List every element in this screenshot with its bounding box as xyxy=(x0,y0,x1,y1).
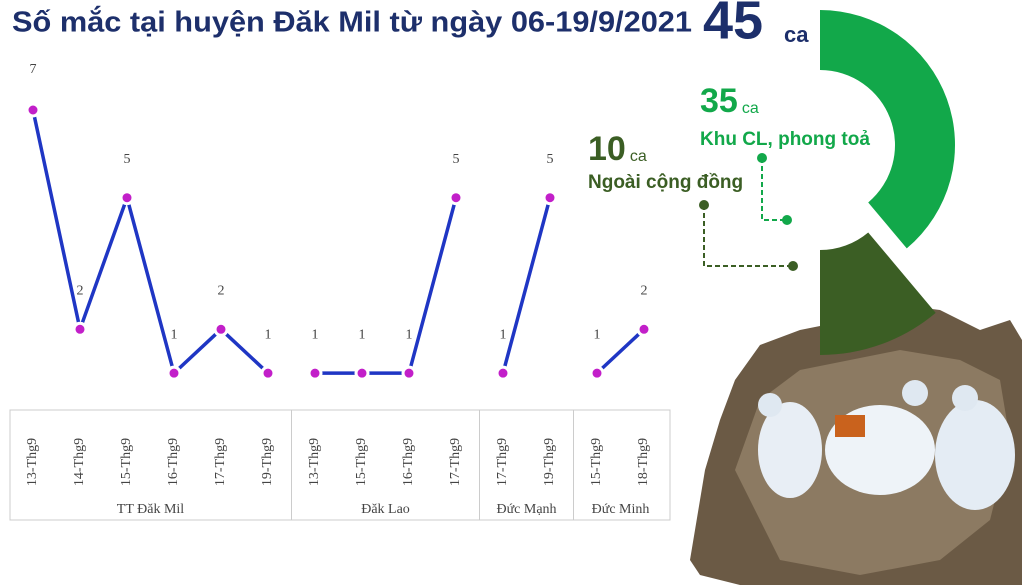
category-label: Ngoài cộng đồng xyxy=(588,172,743,193)
line xyxy=(595,328,646,375)
leader-dot xyxy=(788,261,798,271)
line xyxy=(315,197,458,375)
marker xyxy=(448,190,464,206)
marker xyxy=(72,321,88,337)
marker xyxy=(495,365,511,381)
value-label: 1 xyxy=(500,327,507,342)
marker xyxy=(354,365,370,381)
value-label: 5 xyxy=(453,152,460,167)
group-label: Đức Mạnh xyxy=(496,502,556,517)
marker xyxy=(307,365,323,381)
line xyxy=(31,109,270,377)
category-label: Khu CL, phong toả xyxy=(700,129,870,150)
marker xyxy=(213,321,229,337)
x-tick-label: 14-Thg9 xyxy=(72,438,87,486)
x-tick-label: 15-Thg9 xyxy=(589,438,604,486)
x-tick-label: 17-Thg9 xyxy=(448,438,463,486)
marker xyxy=(166,365,182,381)
x-tick-label: 13-Thg9 xyxy=(25,438,40,486)
value-label: 35 xyxy=(700,82,738,120)
x-tick-label: 16-Thg9 xyxy=(401,438,416,486)
title: Số mắc tại huyện Đăk Mil từ ngày 06-19/9… xyxy=(12,5,692,39)
value-label: 7 xyxy=(30,62,37,77)
leader-dot xyxy=(699,200,709,210)
x-tick-label: 19-Thg9 xyxy=(260,438,275,486)
value-label: 1 xyxy=(171,327,178,342)
marker xyxy=(260,365,276,381)
photo xyxy=(690,305,1022,585)
leader-line xyxy=(761,158,787,221)
donut-segment xyxy=(820,10,955,249)
x-tick-label: 18-Thg9 xyxy=(636,438,651,486)
x-tick-label: 15-Thg9 xyxy=(354,438,369,486)
value-label: 5 xyxy=(124,152,131,167)
value-label: 1 xyxy=(312,327,319,342)
total-unit: ca xyxy=(784,22,809,47)
marker xyxy=(25,102,41,118)
leader-line xyxy=(703,205,793,267)
x-tick-label: 17-Thg9 xyxy=(213,438,228,486)
x-tick-label: 17-Thg9 xyxy=(495,438,510,486)
value-label: 1 xyxy=(265,327,272,342)
x-tick-label: 13-Thg9 xyxy=(307,438,322,486)
value-label: 1 xyxy=(359,327,366,342)
marker xyxy=(589,365,605,381)
total: 45 xyxy=(703,0,763,50)
marker xyxy=(636,321,652,337)
leader-dot xyxy=(757,153,767,163)
value-label: 2 xyxy=(218,284,225,299)
marker xyxy=(119,190,135,206)
value-label: 5 xyxy=(547,152,554,167)
line xyxy=(501,197,552,374)
unit-label: ca xyxy=(742,100,759,117)
group-label: Đăk Lao xyxy=(361,502,410,517)
marker xyxy=(542,190,558,206)
group-label: Đức Minh xyxy=(592,502,650,517)
value-label: 1 xyxy=(406,327,413,342)
x-tick-label: 16-Thg9 xyxy=(166,438,181,486)
value-label: 2 xyxy=(77,284,84,299)
x-tick-label: 19-Thg9 xyxy=(542,438,557,486)
marker xyxy=(401,365,417,381)
axis-box xyxy=(9,409,671,521)
value-label: 10 xyxy=(588,130,626,168)
value-label: 2 xyxy=(641,284,648,299)
unit-label: ca xyxy=(630,148,647,165)
value-label: 1 xyxy=(594,327,601,342)
x-tick-label: 15-Thg9 xyxy=(119,438,134,486)
donut-segment xyxy=(820,232,936,355)
group-label: TT Đăk Mil xyxy=(117,502,185,517)
leader-dot xyxy=(782,215,792,225)
